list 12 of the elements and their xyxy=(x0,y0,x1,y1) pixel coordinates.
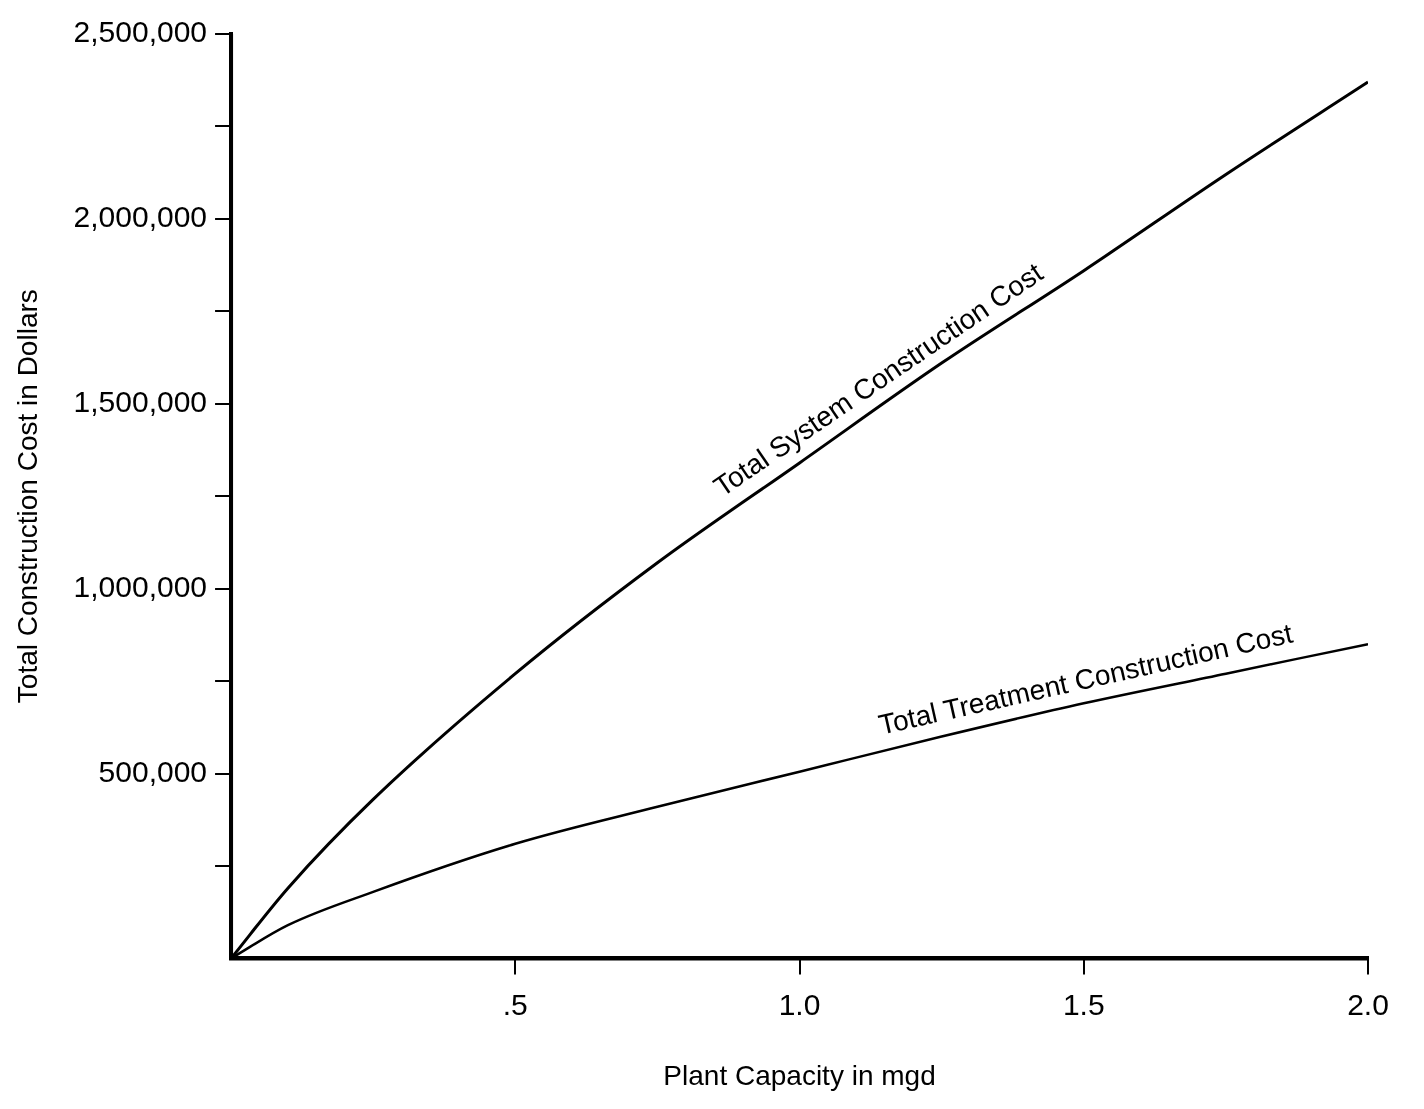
x-tick-label: 1.0 xyxy=(778,987,821,1021)
x-tick-label: 2.0 xyxy=(1347,987,1389,1021)
x-axis-title: Plant Capacity in mgd xyxy=(663,1059,936,1091)
y-tick-label: 1,500,000 xyxy=(73,385,208,419)
y-tick-label: 1,000,000 xyxy=(73,569,208,603)
y-tick-label: 500,000 xyxy=(98,754,208,788)
y-tick-label: 2,500,000 xyxy=(73,15,208,49)
y-tick-label: 2,000,000 xyxy=(73,200,208,234)
x-tick-label: .5 xyxy=(502,987,528,1021)
y-axis-title: Total Construction Cost in Dollars xyxy=(11,289,43,704)
x-tick-label: 1.5 xyxy=(1062,987,1105,1021)
text: Total Treatment Construction Cost xyxy=(875,617,1296,741)
